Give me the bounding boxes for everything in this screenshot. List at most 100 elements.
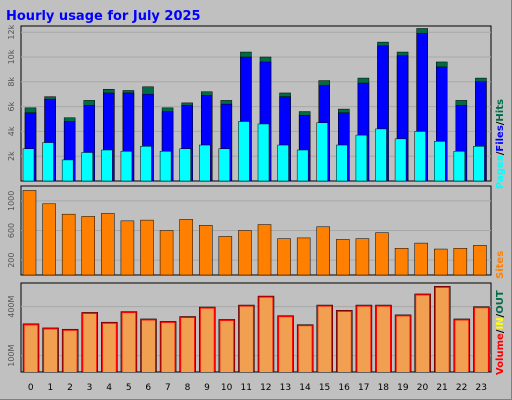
sites-bar [257, 224, 272, 276]
legend-separator: / [495, 121, 506, 125]
pages-bar [81, 152, 93, 182]
pages-bar [120, 150, 133, 182]
legend-separator: / [495, 151, 506, 155]
x-tick-label: 19 [397, 383, 409, 393]
x-axis: 0 1 2 3 4 5 6 7 8 9 10 11 12 13 14 15 16 17 18 19 20 21 22 23 [28, 383, 487, 393]
sites-bar [81, 216, 95, 276]
x-tick-label: 0 [28, 383, 34, 393]
pages-bar [179, 148, 191, 182]
pages-bar [434, 141, 446, 182]
legend-panel-0: Pages/Files/Hits [495, 99, 506, 189]
volume-fill-bar [357, 306, 371, 372]
x-tick-label: 8 [185, 383, 191, 393]
y-tick-label: 1000 [7, 191, 16, 211]
x-tick-label: 3 [87, 383, 93, 393]
y-tick-label: 4k [7, 126, 16, 136]
panel-0: 2k 4k 6k 8k 10k 12k [7, 24, 492, 182]
volume-fill-bar [396, 316, 410, 372]
pages-bar [473, 146, 485, 182]
pages-bar [101, 149, 113, 182]
sites-bar [453, 248, 468, 276]
sites-bar [120, 220, 135, 276]
bars-2 [22, 286, 490, 373]
volume-fill-bar [474, 308, 488, 372]
pages-bar [159, 150, 172, 182]
x-tick-label: 1 [48, 383, 54, 393]
x-tick-label: 2 [67, 383, 73, 393]
volume-fill-bar [200, 308, 214, 372]
sites-bar [218, 236, 233, 276]
volume-fill-bar [416, 295, 430, 372]
x-tick-label: 5 [126, 383, 132, 393]
legend-entry-pages: Pages [495, 155, 506, 189]
volume-fill-bar [102, 323, 116, 372]
volume-fill-bar [435, 287, 449, 372]
y-tick-label: 2k [7, 151, 16, 161]
pages-bar [218, 148, 231, 182]
volume-fill-bar [298, 326, 312, 372]
pages-bar [453, 150, 466, 182]
legend-separator: / [495, 329, 506, 333]
sites-bar [22, 190, 37, 276]
x-tick-label: 22 [456, 383, 467, 393]
volume-fill-bar [63, 330, 77, 372]
sites-bar [101, 213, 115, 276]
y-tick-label: 6k [7, 101, 16, 111]
panel-1: 200 600 1000 [7, 185, 492, 276]
y-tick-label: 200 [7, 253, 16, 268]
panel-frame [20, 25, 492, 182]
sites-bar [473, 245, 487, 276]
sites-bar [375, 232, 389, 276]
panel-2: 100M 400M [7, 282, 492, 373]
y-tick-label: 12k [7, 24, 16, 39]
sites-bar [296, 237, 311, 276]
pages-bar [394, 138, 407, 182]
volume-fill-bar [220, 320, 234, 372]
pages-bar [22, 148, 35, 182]
sites-bar [277, 238, 291, 276]
pages-bar [336, 144, 348, 182]
x-tick-label: 9 [204, 383, 210, 393]
pages-bar [296, 149, 309, 182]
x-tick-label: 23 [475, 383, 486, 393]
pages-bar [375, 128, 387, 182]
legend-entry-out: OUT [495, 290, 506, 314]
legend-entry-hits: Hits [495, 99, 506, 122]
volume-fill-bar [161, 322, 175, 372]
legend-entry-sites: Sites [495, 251, 506, 279]
volume-fill-bar [455, 320, 469, 372]
volume-fill-bar [239, 306, 253, 372]
sites-bar [434, 248, 448, 276]
x-tick-label: 18 [378, 383, 390, 393]
pages-bar [61, 159, 74, 182]
x-tick-label: 20 [417, 383, 429, 393]
volume-fill-bar [122, 313, 136, 372]
volume-fill-bar [377, 306, 390, 372]
x-tick-label: 10 [221, 383, 233, 393]
x-tick-label: 15 [319, 383, 330, 393]
pages-bar [257, 123, 270, 182]
pages-bar [316, 122, 328, 182]
sites-bar [42, 203, 56, 276]
sites-bar [159, 230, 174, 276]
x-tick-label: 7 [165, 383, 171, 393]
chart-title: Hourly usage for July 2025 [6, 9, 201, 24]
volume-fill-bar [181, 317, 195, 372]
pages-bar [238, 121, 250, 182]
x-tick-label: 17 [358, 383, 369, 393]
y-tick-label: 10k [7, 49, 16, 64]
x-tick-label: 6 [145, 383, 151, 393]
pages-bar [355, 134, 368, 182]
x-tick-label: 16 [338, 383, 350, 393]
legend-entry-files: Files [495, 125, 506, 151]
bars-1 [22, 190, 487, 276]
pages-bar [199, 144, 211, 182]
legend-panel-1: Sites [495, 251, 506, 279]
sites-bar [179, 219, 193, 276]
sites-bar [316, 226, 330, 276]
volume-fill-bar [44, 329, 58, 372]
